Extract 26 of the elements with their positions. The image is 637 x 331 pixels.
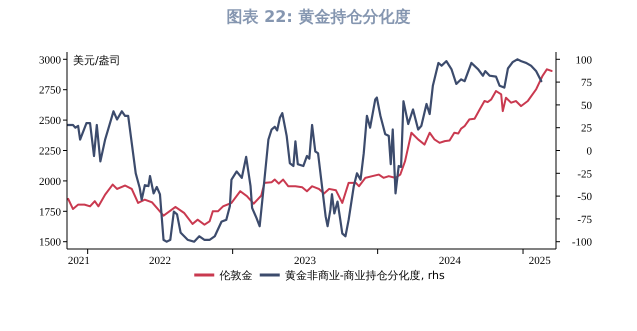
y2-tick-label: 25 [581,122,592,135]
y-tick-label: 2750 [39,84,62,97]
y2-tick-label: 75 [581,77,592,90]
y2-tick-label: 50 [581,100,592,112]
legend-label: 黄金非商业-商业持仓分化度, rhs [284,269,446,282]
y2-tick-label: -100 [572,236,592,249]
legend-label: 伦敦金 [219,269,252,282]
y2-tick-label: 0 [586,146,592,158]
y2-tick-label: -25 [577,168,592,180]
x-tick-label: 2022 [148,255,171,267]
x-tick-label: 2025 [528,255,552,267]
y2-tick-label: -50 [577,191,592,204]
x-tick-label: 2021 [68,255,90,267]
y-tick-label: 2250 [39,146,62,158]
chart-title: 图表 22: 黄金持仓分化度 [226,7,410,26]
y-tick-label: 2000 [39,176,62,188]
y-tick-label: 1500 [39,236,62,249]
y2-tick-label: -75 [577,214,592,226]
x-tick-label: 2023 [294,255,316,267]
x-tick-label: 2024 [438,255,462,267]
y-axis-title: 美元/盎司 [73,54,121,67]
y-tick-label: 1750 [39,206,62,218]
y-tick-label: 2500 [39,115,62,128]
line-series [67,68,553,226]
y2-tick-label: 100 [576,54,592,66]
y-tick-label: 3000 [39,54,62,66]
